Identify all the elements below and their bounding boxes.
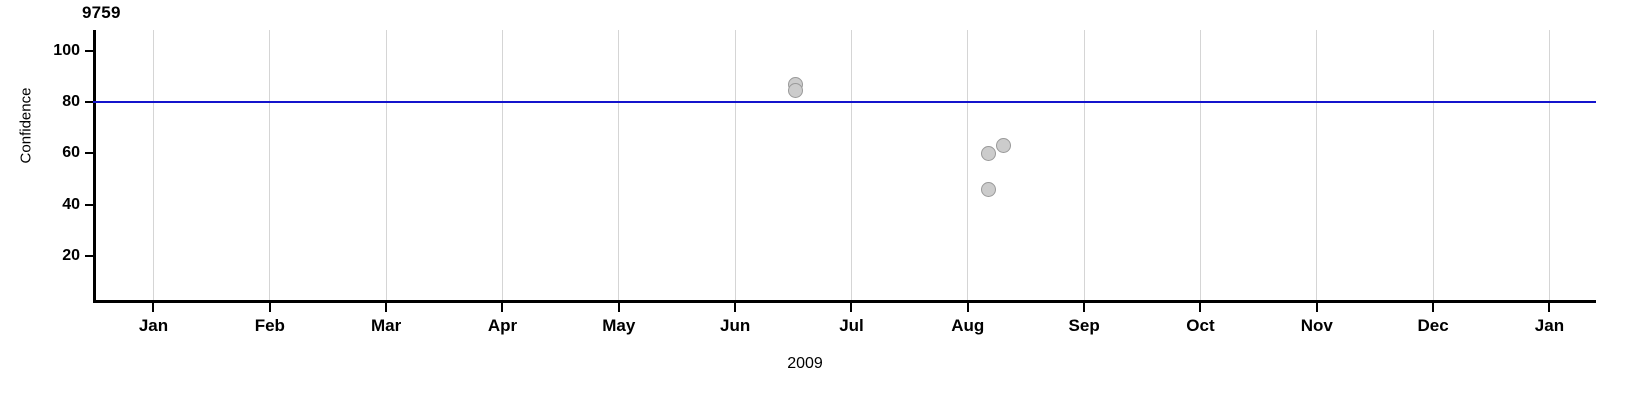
gridline-vertical — [1432, 30, 1434, 300]
y-tick-mark — [85, 203, 93, 206]
gridline-vertical — [1316, 30, 1318, 300]
x-tick-mark — [1315, 303, 1318, 312]
y-tick-label: 20 — [62, 247, 80, 265]
x-tick-label: Apr — [487, 316, 518, 335]
gridline-vertical — [1548, 30, 1550, 300]
x-tick-mark — [1548, 303, 1551, 312]
reference-line — [93, 101, 1596, 103]
x-axis-line — [93, 300, 1596, 303]
x-tick-label: Jan — [1534, 316, 1565, 335]
x-tick-label: Jan — [138, 316, 169, 335]
x-tick-label: Feb — [254, 316, 285, 335]
x-tick-mark — [734, 303, 737, 312]
y-tick-label-wrap: 60 — [0, 145, 80, 161]
x-tick-mark — [966, 303, 969, 312]
gridline-vertical — [501, 30, 503, 300]
x-axis-title: 2009 — [0, 355, 1650, 373]
y-tick-label-wrap: 100 — [0, 41, 80, 59]
gridline-vertical — [1083, 30, 1085, 300]
y-tick-label: 100 — [53, 41, 80, 59]
x-tick-mark — [1083, 303, 1086, 312]
x-tick-mark — [385, 303, 388, 312]
gridline-vertical — [385, 30, 387, 300]
y-axis-line — [93, 30, 96, 300]
data-point — [981, 181, 997, 197]
y-tick-label: 40 — [62, 195, 80, 213]
x-tick-mark — [152, 303, 155, 312]
x-tick-mark — [1199, 303, 1202, 312]
data-point — [996, 138, 1012, 154]
gridline-vertical — [850, 30, 852, 300]
gridline-vertical — [1199, 30, 1201, 300]
x-tick-label: Oct — [1186, 316, 1215, 335]
y-tick-mark — [85, 49, 93, 52]
y-tick-label: 60 — [62, 144, 80, 162]
x-tick-label: Aug — [951, 316, 985, 335]
y-tick-mark — [85, 255, 93, 258]
x-tick-label: Jul — [839, 316, 864, 335]
x-tick-label: Jun — [720, 316, 751, 335]
gridline-vertical — [618, 30, 620, 300]
y-axis-title: Confidence — [17, 87, 35, 164]
y-tick-label-wrap: 40 — [0, 195, 80, 213]
gridline-vertical — [734, 30, 736, 300]
y-tick-label-wrap: 20 — [0, 248, 80, 264]
x-tick-mark — [1432, 303, 1435, 312]
x-tick-label: Nov — [1300, 316, 1333, 335]
gridline-vertical — [967, 30, 969, 300]
chart-title: 9759 — [82, 3, 121, 22]
x-tick-label: Dec — [1417, 316, 1449, 335]
x-tick-mark — [268, 303, 271, 312]
y-tick-mark — [85, 101, 93, 103]
x-axis-title-text: 2009 — [787, 355, 823, 372]
y-tick-label: 80 — [62, 93, 80, 110]
x-tick-mark — [617, 303, 620, 312]
gridline-vertical — [269, 30, 271, 300]
y-tick-mark — [85, 152, 93, 155]
y-tick-label-wrap: 80 — [0, 94, 80, 110]
x-tick-label: Sep — [1068, 316, 1100, 335]
x-tick-mark — [850, 303, 853, 312]
x-tick-label: Mar — [371, 316, 402, 335]
gridline-vertical — [152, 30, 154, 300]
data-point — [981, 145, 997, 161]
x-tick-label: May — [602, 316, 636, 335]
x-tick-mark — [501, 303, 504, 312]
data-point — [788, 82, 804, 98]
